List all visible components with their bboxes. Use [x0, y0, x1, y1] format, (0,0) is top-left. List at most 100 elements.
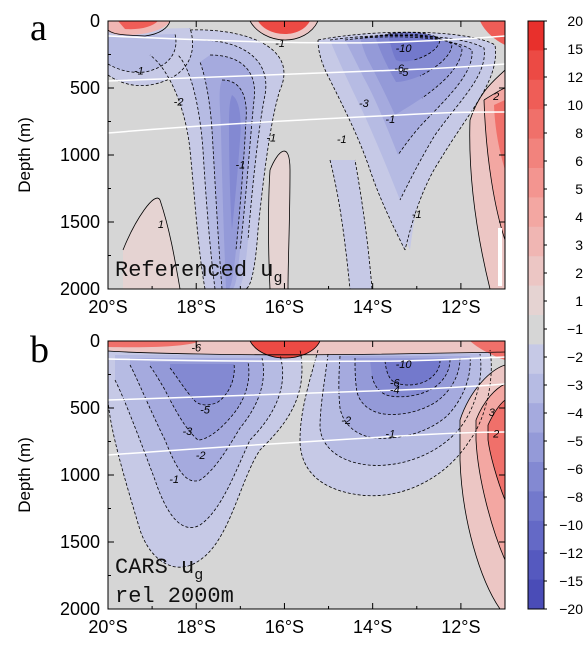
contour-label: -1 — [412, 209, 422, 221]
colorbar-segment — [528, 579, 544, 610]
contour-label: -2 — [196, 450, 206, 462]
contour-label: -1 — [134, 66, 144, 78]
panel-b-ylabel: Depth (m) — [15, 437, 34, 513]
colorbar-label: 10 — [567, 97, 583, 113]
contour-label: -1 — [169, 474, 179, 486]
colorbar-label: 8 — [575, 125, 583, 141]
colorbar-label: −2 — [567, 349, 583, 365]
x-tick-label: 14°S — [353, 297, 392, 317]
x-tick-label: 12°S — [441, 617, 480, 637]
colorbar-label: 4 — [575, 209, 583, 225]
x-tick-label: 20°S — [88, 297, 127, 317]
panel-a-contour-fill — [388, 32, 440, 62]
colorbar: 20 15 12 10 8 6 5 4 3 2 1 −1 −2 −3 −4 −5 −6 −8 −10 −12 −15 −2… — [527, 13, 583, 617]
colorbar-segment — [528, 373, 544, 404]
panel-a-field — [108, 21, 505, 289]
x-tick-label: 16°S — [265, 617, 304, 637]
colorbar-label: −12 — [559, 545, 583, 561]
panel-a-contour-fill — [395, 200, 418, 250]
colorbar-segment — [528, 109, 544, 140]
panel-b-negative-contours — [108, 349, 492, 568]
colorbar-segment — [528, 315, 544, 345]
x-tick-label: 20°S — [88, 617, 127, 637]
colorbar-segment — [528, 79, 544, 110]
colorbar-label: 1 — [575, 293, 583, 309]
x-tick-label: 12°S — [441, 297, 480, 317]
colorbar-label: 3 — [575, 237, 583, 253]
x-tick-label: 18°S — [177, 297, 216, 317]
colorbar-segment — [528, 491, 544, 522]
panel-a-contour-fill — [330, 160, 372, 289]
panel-b-letter: b — [30, 329, 49, 371]
panel-a-annotation: Referenced ug — [115, 258, 282, 287]
y-tick-label: 0 — [90, 331, 100, 351]
colorbar-label: −10 — [559, 517, 583, 533]
panel-a-ylabel: Depth (m) — [15, 117, 34, 193]
panel-a-marker — [498, 228, 502, 286]
contour-label: -1 — [235, 159, 245, 171]
panel-a-contour-fill — [258, 21, 310, 34]
panel-b-positive-contours — [108, 341, 505, 609]
panel-b-contour-fill — [470, 341, 505, 360]
contour-label: -10 — [396, 43, 413, 55]
y-tick-label: 1000 — [60, 145, 100, 165]
colorbar-segment — [528, 21, 544, 51]
colorbar-segment — [528, 256, 544, 287]
contour-label: -6 — [191, 343, 202, 355]
panel-b-annotation-line-1: CARS ug — [115, 555, 203, 584]
contour-label: -5 — [200, 404, 211, 416]
panel-b: -6-5-3-2-1-10-6-4-2-132 0500100015002000… — [15, 329, 506, 637]
y-tick-label: 1500 — [60, 212, 100, 232]
colorbar-label: 5 — [575, 181, 583, 197]
density-contour — [107, 383, 506, 401]
colorbar-segment — [528, 403, 544, 434]
panel-b-density-contours — [107, 356, 506, 456]
panel-a-contour-fill — [268, 151, 290, 289]
colorbar-label: −15 — [559, 573, 583, 589]
panel-a-contour-labels: -1 -1 -2 -1 -1 1 -10 -6-5 -3 -1 -1 -1 2 — [134, 38, 499, 231]
colorbar-segment — [528, 168, 544, 198]
contour-label: -1 — [385, 428, 395, 440]
panel-a-letter: a — [30, 7, 47, 49]
density-contour — [107, 431, 506, 456]
contour-label: -6 — [394, 63, 405, 75]
contour-label: 3 — [489, 407, 496, 419]
colorbar-label: −20 — [559, 601, 583, 617]
x-tick-label: 18°S — [177, 617, 216, 637]
colorbar-segment — [528, 432, 544, 463]
density-contour — [107, 35, 506, 44]
panel-a-contour-fill — [229, 95, 241, 230]
contour-label: -1 — [275, 38, 285, 50]
panel-b-contour-fill — [108, 341, 200, 348]
colorbar-label: 2 — [575, 265, 583, 281]
panel-a: -1 -1 -2 -1 -1 1 -10 -6-5 -3 -1 -1 -1 2 0 500 1000 1500… — [15, 7, 506, 317]
contour-label: -1 — [337, 134, 347, 146]
y-tick-label: 0 — [90, 11, 100, 31]
colorbar-label: 6 — [575, 153, 583, 169]
colorbar-segment — [528, 50, 544, 81]
colorbar-label: −8 — [567, 489, 583, 505]
colorbar-segment — [528, 550, 544, 581]
colorbar-label: 20 — [567, 13, 583, 29]
contour-label: -5 — [399, 67, 410, 79]
panel-a-density-contours — [107, 35, 506, 134]
panel-a-negative-contours — [108, 27, 496, 289]
y-tick-label: 1500 — [60, 532, 100, 552]
colorbar-label: 15 — [567, 41, 583, 57]
colorbar-label: −5 — [567, 433, 583, 449]
panel-a-contour-fill — [108, 34, 176, 73]
contour-label: -6 — [390, 378, 401, 390]
panel-b-contour-labels: -6-5-3-2-1-10-6-4-2-132 — [169, 343, 499, 486]
contour-label: -2 — [341, 415, 351, 427]
colorbar-label: −4 — [567, 405, 583, 421]
contour-label: -1 — [385, 114, 395, 126]
contour-label: -2 — [174, 96, 184, 108]
density-contour — [107, 111, 506, 134]
contour-label: -1 — [266, 133, 276, 145]
x-tick-label: 16°S — [265, 297, 304, 317]
y-tick-label: 2000 — [60, 599, 100, 619]
contour-label: 2 — [492, 428, 499, 440]
y-tick-label: 1000 — [60, 465, 100, 485]
